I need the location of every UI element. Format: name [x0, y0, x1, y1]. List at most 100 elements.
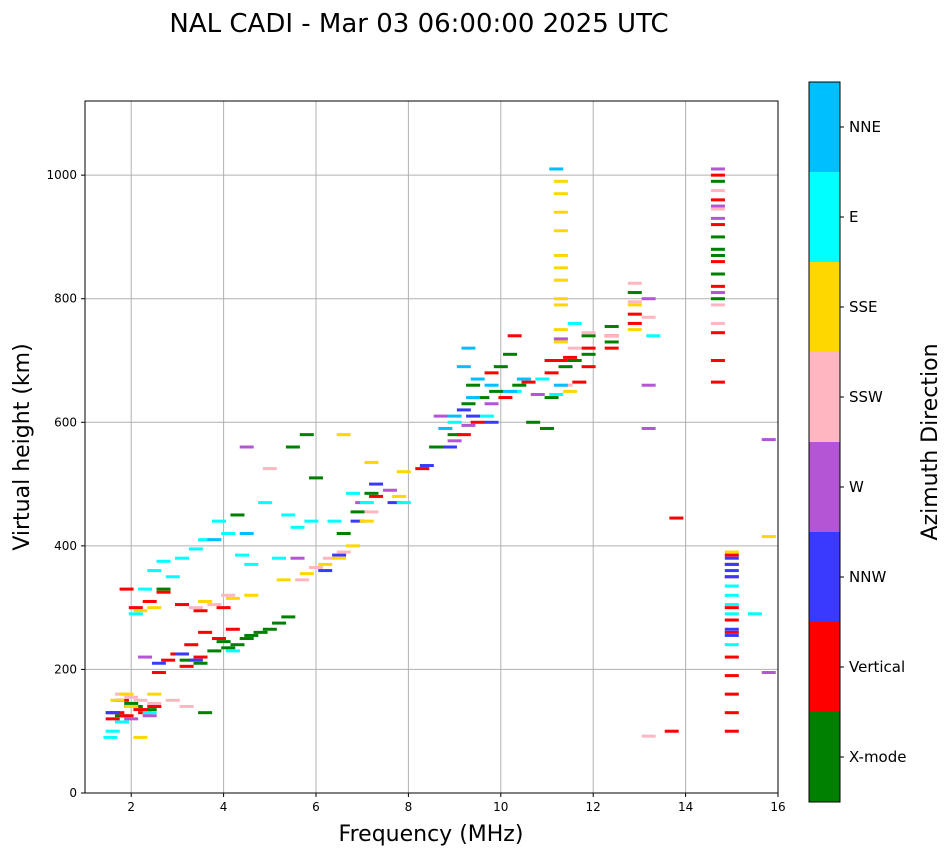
- data-point: [466, 414, 481, 418]
- colorbar-segment: [809, 262, 840, 352]
- colorbar-tick-label: Vertical: [849, 658, 905, 676]
- data-point: [262, 467, 277, 471]
- data-point: [627, 328, 642, 332]
- data-point: [327, 519, 342, 523]
- data-point: [563, 355, 578, 359]
- data-point: [272, 556, 287, 560]
- data-point: [724, 562, 739, 566]
- data-point: [142, 599, 157, 603]
- data-point: [447, 439, 462, 443]
- data-point: [710, 380, 725, 384]
- data-point: [147, 606, 162, 610]
- data-point: [396, 501, 411, 505]
- data-point: [322, 556, 337, 560]
- data-point: [710, 303, 725, 307]
- data-point: [359, 519, 374, 523]
- data-point: [244, 633, 259, 637]
- data-point: [262, 627, 277, 631]
- data-point: [544, 371, 559, 375]
- data-point: [447, 433, 462, 437]
- data-point: [627, 321, 642, 325]
- data-point: [211, 637, 226, 641]
- y-tick-label: 800: [54, 292, 77, 306]
- data-point: [396, 470, 411, 474]
- data-point: [553, 278, 568, 282]
- grid: [85, 101, 778, 793]
- data-point: [151, 661, 166, 665]
- data-point: [724, 584, 739, 588]
- colorbar-segment: [809, 712, 840, 802]
- colorbar-label: Azimuth Direction: [918, 343, 943, 540]
- data-point: [710, 297, 725, 301]
- data-point: [193, 655, 208, 659]
- data-point: [193, 609, 208, 613]
- data-point: [253, 630, 268, 634]
- data-point: [165, 575, 180, 579]
- colorbar-tick-label: X-mode: [849, 748, 906, 766]
- data-point: [498, 396, 513, 400]
- data-point: [272, 621, 287, 625]
- y-tick-label: 400: [54, 539, 77, 553]
- data-point: [295, 578, 310, 582]
- data-point: [521, 380, 536, 384]
- data-point: [549, 167, 564, 171]
- data-point: [230, 643, 245, 647]
- colorbar: X-mode Vertical NNW W SSW SSE E NNE: [808, 81, 906, 803]
- data-point: [493, 365, 508, 369]
- data-point: [142, 708, 157, 712]
- data-point: [299, 572, 314, 576]
- data-point: [318, 569, 333, 573]
- data-point: [179, 705, 194, 708]
- data-point: [553, 303, 568, 307]
- data-point: [124, 705, 139, 708]
- data-point: [710, 247, 725, 251]
- data-point: [461, 346, 476, 350]
- data-point: [281, 615, 296, 619]
- data-point: [239, 532, 254, 535]
- colorbar-tick-label: W: [849, 478, 864, 496]
- data-point: [447, 414, 462, 418]
- data-point: [724, 655, 739, 659]
- data-point: [581, 331, 596, 335]
- data-point: [124, 701, 139, 705]
- data-point: [540, 426, 554, 430]
- data-point: [710, 260, 725, 264]
- data-point: [456, 433, 471, 437]
- data-point: [544, 396, 559, 400]
- data-point: [710, 235, 725, 239]
- data-point: [516, 377, 531, 381]
- data-point: [105, 717, 120, 721]
- data-point: [239, 445, 254, 449]
- data-point: [318, 562, 333, 566]
- data-point: [364, 491, 379, 495]
- series-nne: [207, 167, 568, 542]
- data-point: [553, 210, 568, 214]
- data-point: [119, 587, 134, 591]
- data-point: [710, 167, 725, 171]
- data-point: [175, 603, 190, 607]
- data-point: [387, 501, 402, 505]
- data-point: [309, 565, 323, 569]
- data-point: [244, 562, 259, 566]
- data-point: [710, 216, 725, 220]
- data-point: [627, 291, 642, 295]
- data-point: [369, 482, 384, 486]
- y-tick-label: 200: [54, 662, 77, 676]
- data-point: [198, 711, 213, 715]
- data-point: [442, 445, 457, 449]
- data-point: [461, 402, 476, 406]
- colorbar-segment: [809, 172, 840, 262]
- colorbar-tick-label: SSE: [849, 298, 878, 316]
- x-tick-label: 12: [586, 800, 601, 814]
- data-point: [470, 377, 485, 381]
- data-point: [710, 173, 725, 177]
- data-point: [484, 371, 499, 375]
- data-point: [724, 556, 739, 560]
- data-point: [103, 735, 118, 739]
- data-point: [724, 729, 739, 733]
- data-point: [276, 578, 291, 582]
- data-point: [225, 596, 240, 600]
- y-tick-label: 1000: [46, 168, 77, 182]
- colorbar-segment: [809, 82, 840, 172]
- data-point: [724, 550, 739, 554]
